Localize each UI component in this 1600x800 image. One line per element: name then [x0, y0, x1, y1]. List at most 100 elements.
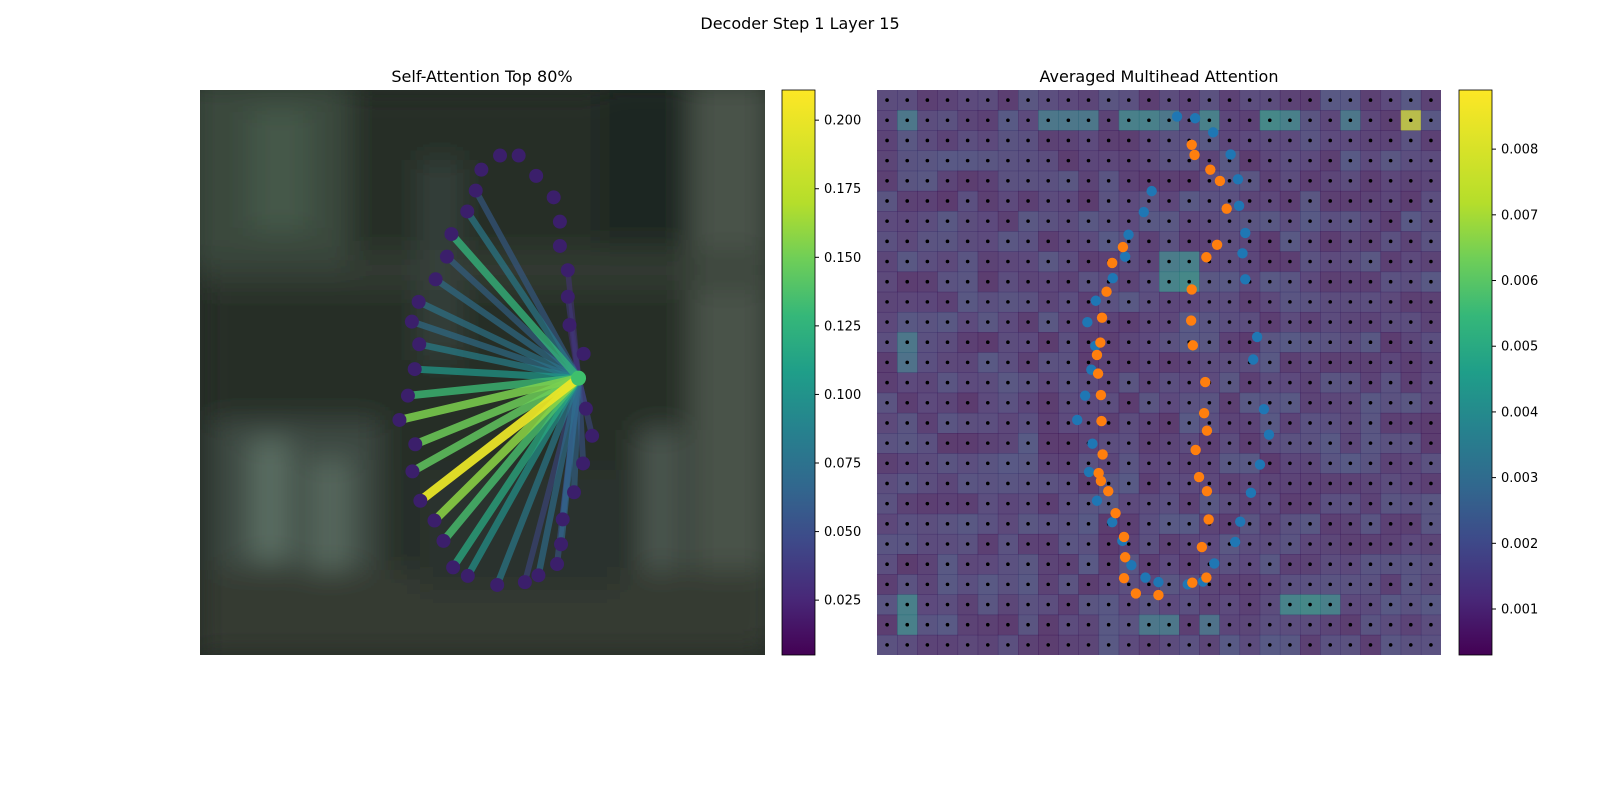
grid-dot: [1026, 481, 1030, 486]
grid-dot: [1187, 179, 1192, 183]
keypoint: [550, 557, 565, 572]
series-point: [1235, 516, 1246, 527]
grid-dot: [1227, 602, 1232, 607]
series-point: [1072, 414, 1083, 426]
grid-dot: [1207, 279, 1212, 284]
grid-dot: [1288, 179, 1292, 183]
grid-dot: [1106, 622, 1111, 627]
grid-dot: [1408, 158, 1413, 163]
grid-dot: [1207, 441, 1212, 445]
grid-dot: [1167, 118, 1171, 123]
grid-dot: [985, 643, 990, 647]
grid-dot: [1187, 400, 1192, 405]
grid-dot: [1066, 622, 1071, 627]
grid-dot: [885, 380, 889, 385]
grid-dot: [1429, 360, 1433, 365]
grid-dot: [945, 118, 950, 123]
grid-dot: [1106, 602, 1111, 607]
grid-dot: [1308, 300, 1312, 304]
attention-edge: [413, 374, 581, 449]
grid-dot: [1348, 239, 1353, 244]
grid-dot: [1106, 219, 1111, 223]
grid-dot: [1006, 158, 1010, 163]
grid-dot: [1066, 98, 1071, 102]
grid-dot: [925, 461, 930, 466]
keypoint: [511, 148, 526, 163]
grid-dot: [905, 98, 910, 102]
grid-dot: [1288, 582, 1292, 587]
grid-dot: [1106, 421, 1111, 425]
grid-dot: [1006, 179, 1010, 183]
grid-dot: [1348, 582, 1353, 587]
grid-dot: [1086, 643, 1091, 647]
series-point: [1187, 340, 1199, 351]
grid-dot: [1308, 461, 1312, 466]
grid-dot: [1147, 522, 1151, 526]
grid-dot: [1147, 259, 1151, 264]
grid-dot: [1167, 421, 1171, 425]
grid-dot: [1408, 279, 1413, 284]
keypoint: [474, 162, 489, 177]
grid-dot: [1086, 279, 1091, 284]
keypoint: [490, 577, 505, 592]
grid-dot: [1267, 643, 1272, 647]
grid-dot: [1288, 199, 1292, 203]
series-point: [1193, 471, 1205, 483]
attention-edges: [398, 189, 595, 587]
series-point: [1153, 576, 1164, 588]
grid-dot: [1167, 481, 1171, 486]
grid-dot: [1086, 461, 1091, 466]
grid-dot: [1207, 219, 1212, 223]
grid-dot: [985, 300, 990, 304]
grid-dot: [965, 340, 970, 345]
grid-dot: [965, 481, 970, 486]
grid-dot: [1408, 300, 1413, 304]
keypoint: [405, 464, 420, 479]
series-point: [1189, 113, 1201, 124]
grid-dot: [1308, 602, 1312, 607]
series-point: [1095, 475, 1107, 487]
grid-dot: [1429, 441, 1433, 445]
grid-dot: [925, 602, 930, 607]
grid-dot: [1147, 279, 1151, 284]
grid-dot: [1247, 239, 1252, 244]
grid-dot: [1267, 602, 1272, 607]
series-point: [1083, 466, 1095, 478]
grid-dot: [905, 158, 910, 163]
grid-dot: [1046, 340, 1051, 345]
grid-dot: [1348, 501, 1353, 506]
grid-dot: [1388, 522, 1393, 526]
grid-dot: [1126, 320, 1131, 324]
grid-dot: [1267, 320, 1272, 324]
grid-dot: [1026, 239, 1030, 244]
grid-dot: [965, 562, 970, 566]
grid-dot: [1288, 380, 1292, 385]
grid-dot: [1408, 199, 1413, 203]
grid-dot: [1006, 239, 1010, 244]
grid-dot: [1187, 481, 1192, 486]
grid-dot: [1408, 400, 1413, 405]
grid-dot: [1429, 643, 1433, 647]
grid-dot: [1006, 360, 1010, 365]
grid-dot: [1247, 602, 1252, 607]
colorbar-tick-label: 0.125: [824, 319, 861, 334]
grid-dot: [1207, 98, 1212, 102]
grid-dot: [1247, 98, 1252, 102]
series-point: [1096, 312, 1108, 323]
grid-dot: [1086, 622, 1091, 627]
grid-dot: [1267, 542, 1272, 546]
grid-dot: [885, 279, 889, 284]
grid-dot: [1267, 622, 1272, 627]
grid-dot: [905, 239, 910, 244]
grid-dot: [1106, 380, 1111, 385]
grid-dot: [1187, 98, 1192, 102]
grid-dot: [1388, 582, 1393, 587]
grid-dot: [1388, 360, 1393, 365]
grid-dot: [1368, 461, 1373, 466]
series-point: [1247, 354, 1259, 365]
grid-dot: [1328, 360, 1333, 365]
grid-dot: [1408, 239, 1413, 244]
colorbar-tick-label: 0.050: [824, 525, 861, 540]
grid-dot: [1227, 360, 1232, 365]
grid-dot: [1086, 582, 1091, 587]
